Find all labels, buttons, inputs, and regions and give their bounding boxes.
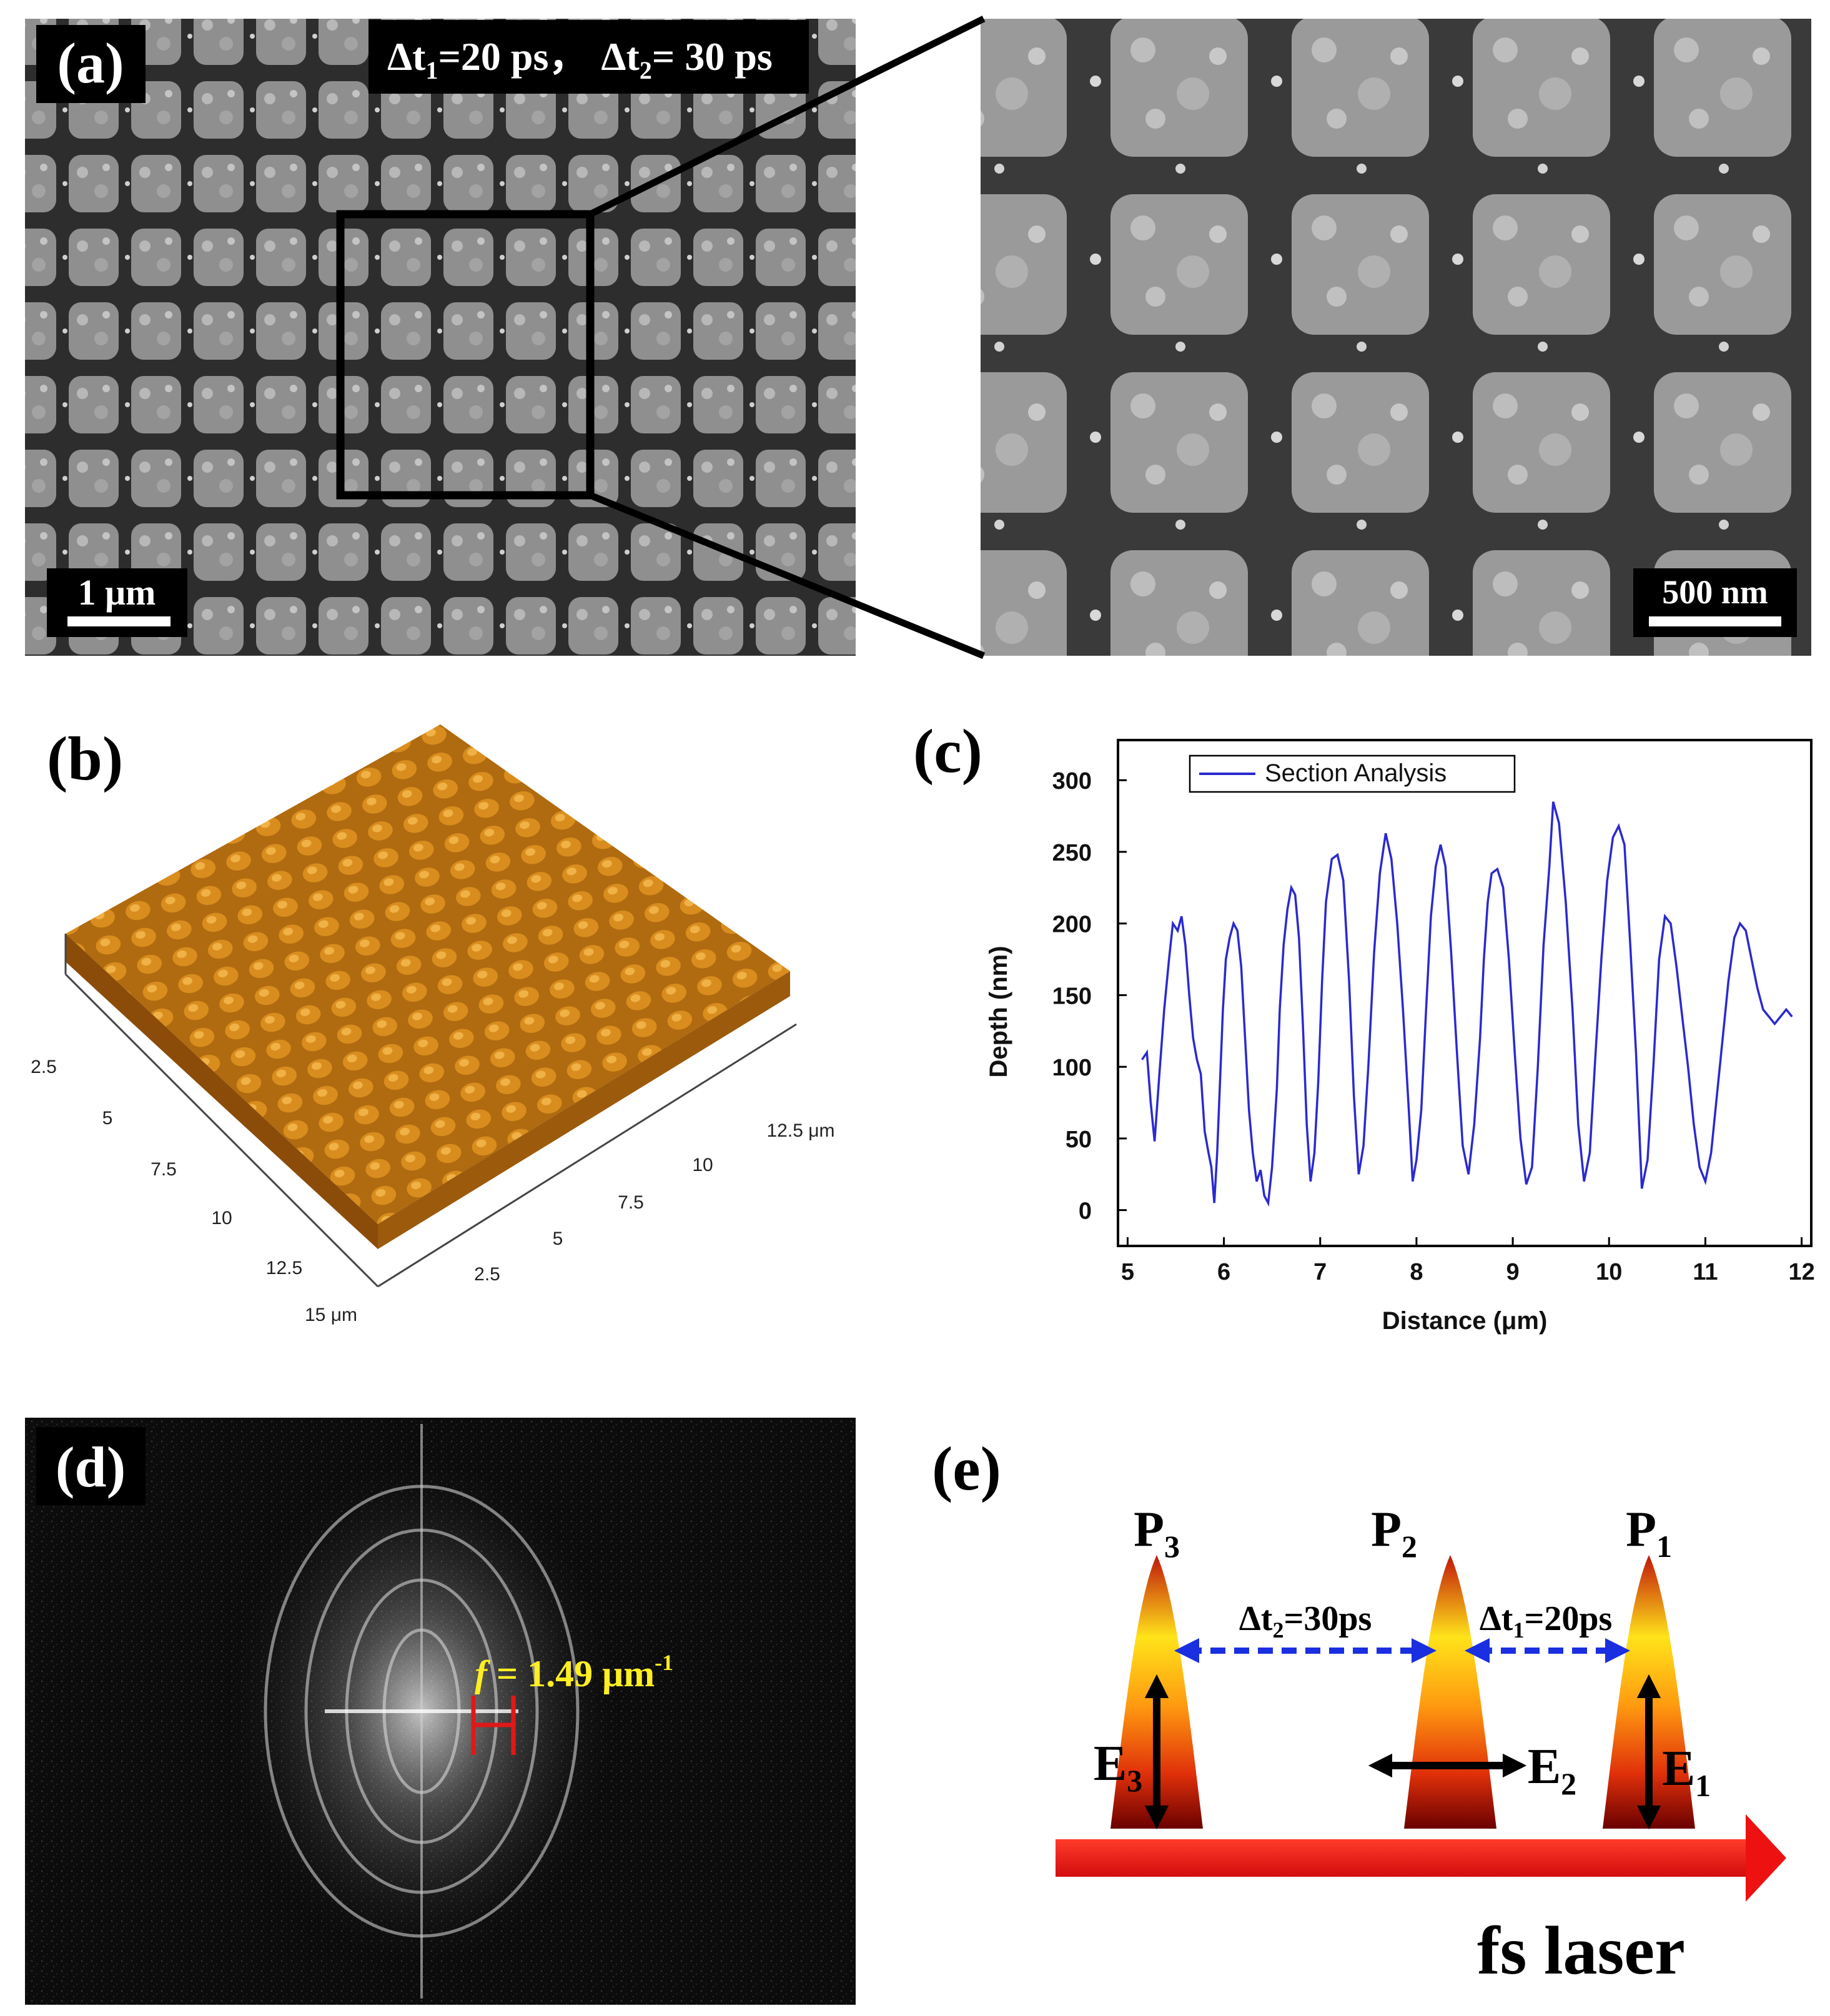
x-tick-label: 10 (1596, 1259, 1622, 1285)
chart-plot-frame (1117, 739, 1813, 1247)
afm-axis-1-tick: 7.5 (151, 1159, 177, 1180)
afm-axis-2-tick: 7.5 (618, 1192, 644, 1213)
laser-label: fs laser (1477, 1912, 1685, 1989)
zoom-line-top (588, 16, 986, 217)
panel-b-label: (b) (47, 724, 123, 793)
scalebar-left-bar (67, 616, 171, 626)
panel-b: (b) 2.5 5 7.5 10 12.5 15 μm 2.5 5 7.5 10… (31, 724, 834, 1325)
field-label-e3: E3 (1094, 1736, 1142, 1798)
chart-ylabel: Depth (nm) (985, 946, 1012, 1077)
delay-text-box (368, 20, 809, 94)
panel-c: (c) 5 6 7 8 9 10 11 12 0 50 100 150 200 250 300 Sectio… (913, 716, 1815, 1335)
scalebar-right-bar (1649, 616, 1781, 626)
afm-axis-2-tick: 12.5 μm (767, 1120, 835, 1141)
afm-surface-side-right (378, 971, 790, 1249)
y-tick-label: 150 (1052, 983, 1092, 1009)
pulse-label-p3: P3 (1134, 1502, 1180, 1564)
sem-image-overview (25, 19, 856, 656)
afm-axis-1 (64, 973, 379, 1288)
afm-axis-1-tick: 12.5 (266, 1258, 302, 1278)
panel-a: (a) Δt1=20 ps， Δt2= 30 ps 1 μm 500 nm (25, 16, 1811, 660)
y-tick-label: 200 (1052, 912, 1092, 938)
scalebar-right-label: 500 nm (1662, 573, 1768, 611)
y-tick-label: 250 (1052, 840, 1092, 866)
y-tick-label: 50 (1066, 1127, 1092, 1153)
afm-axis-1-tick: 10 (211, 1208, 232, 1228)
y-tick-label: 300 (1052, 768, 1092, 794)
afm-surface-top (66, 724, 790, 1224)
chart-legend (1189, 754, 1516, 793)
x-tick-label: 8 (1410, 1259, 1423, 1285)
scalebar-left-label: 1 μm (78, 572, 156, 613)
afm-surface-side-left (66, 934, 378, 1249)
afm-axis-2-tick: 2.5 (474, 1264, 500, 1285)
x-tick-label: 9 (1506, 1259, 1520, 1285)
legend-label: Section Analysis (1265, 759, 1447, 787)
section-analysis-chart: 5 6 7 8 9 10 11 12 0 50 100 150 200 250 300 Section An… (985, 739, 1815, 1335)
panel-e-label: (e) (932, 1434, 1001, 1503)
panel-a-label: (a) (57, 31, 124, 95)
delay-label-dt2: Δt2=30ps (1239, 1599, 1372, 1643)
panel-e: (e) fs laser P3 P2 P1 Δt2=30ps Δt1=20ps … (932, 1434, 1786, 1989)
panel-c-label: (c) (913, 716, 982, 786)
x-tick-label: 12 (1788, 1259, 1814, 1285)
afm-axis-1-tick: 15 μm (305, 1305, 357, 1325)
x-tick-label: 6 (1217, 1259, 1230, 1285)
y-tick-label: 0 (1079, 1198, 1092, 1225)
zoom-region-box (336, 210, 595, 500)
chart-xlabel: Distance (μm) (1382, 1307, 1548, 1335)
afm-axis-2-ticks: 2.5 5 7.5 10 12.5 μm (474, 1120, 834, 1285)
pulse-p2 (1404, 1555, 1496, 1829)
pulse-label-p2: P2 (1371, 1502, 1417, 1564)
field-label-e2: E2 (1528, 1739, 1576, 1801)
field-label-e1: E1 (1662, 1741, 1711, 1803)
panel-d-label: (d) (56, 1435, 126, 1499)
frequency-marker (471, 1696, 516, 1755)
zoom-line-bottom (588, 492, 986, 660)
sem-image-zoom (981, 19, 1811, 656)
afm-axis-1-tick: 2.5 (31, 1057, 57, 1077)
afm-axis-1-tick: 5 (102, 1108, 113, 1129)
laser-beam-arrow-body (1056, 1839, 1749, 1877)
x-tick-label: 5 (1121, 1259, 1134, 1285)
panel-a-label-box (36, 25, 146, 103)
panel-d-label-box (36, 1427, 146, 1505)
x-tick-label: 11 (1693, 1259, 1718, 1285)
pulse-label-p1: P1 (1626, 1502, 1672, 1564)
laser-beam-arrow-head (1746, 1814, 1786, 1902)
y-tick-label: 100 (1052, 1055, 1092, 1081)
frequency-annotation: f = 1.49 μm-1 (475, 1650, 673, 1694)
afm-axis-1-ticks: 2.5 5 7.5 10 12.5 15 μm (31, 1057, 357, 1325)
x-tick-label: 7 (1313, 1259, 1327, 1285)
afm-axis-2 (377, 1023, 797, 1288)
series-line-section-analysis (1141, 801, 1793, 1207)
afm-axis-2-tick: 10 (692, 1155, 713, 1175)
delay-text: Δt1=20 ps， Δt2= 30 ps (387, 34, 773, 84)
afm-axis-2-tick: 5 (553, 1228, 563, 1249)
delay-label-dt1: Δt1=20ps (1480, 1599, 1613, 1643)
panel-d: (d) f = 1.49 μm-1 (25, 1418, 856, 2005)
